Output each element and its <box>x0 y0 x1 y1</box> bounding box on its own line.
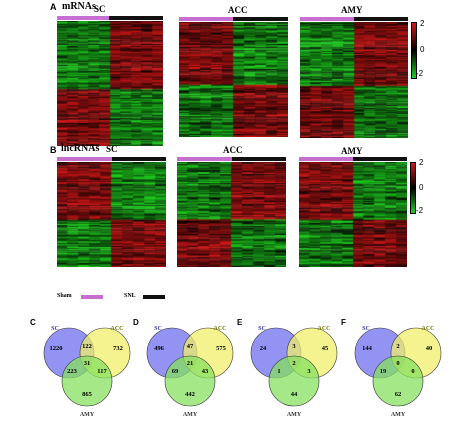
heatmap-lncrna-amy <box>299 162 407 267</box>
venn-diagram-f: SC ACC AMY 144 40 62 2 19 0 0 <box>354 326 442 418</box>
group-bar-sham-b-sc <box>57 157 112 161</box>
venn-count-acc-only: 45 <box>322 345 329 352</box>
group-bar-sham-a-sc <box>57 16 109 20</box>
group-bar-sham-b-acc <box>177 157 232 161</box>
colorbar-mrna-tick-high: 2 <box>420 19 425 28</box>
legend-snl-label: SNL <box>124 293 136 299</box>
venn-letter-f: F <box>341 318 346 327</box>
venn-count-acc-only: 575 <box>216 345 227 352</box>
venn-label-acc: ACC <box>422 326 435 332</box>
group-bar-sham-a-acc <box>179 17 233 21</box>
group-bar-snl-b-acc <box>232 157 286 161</box>
heatmap-b-acc-label: ACC <box>223 145 243 155</box>
venn-count-acc-amy: 3 <box>307 368 311 375</box>
venn-count-sc-acc: 47 <box>187 343 194 350</box>
group-bar-sham-a-amy <box>300 17 354 21</box>
venn-count-amy-only: 62 <box>395 391 402 398</box>
venn-count-sc-acc: 122 <box>82 343 92 350</box>
venn-label-sc: SC <box>362 326 370 332</box>
venn-label-amy: AMY <box>80 412 95 418</box>
venn-count-acc-amy: 117 <box>97 368 107 375</box>
venn-circle-amy <box>164 355 216 407</box>
heatmap-lncrna-acc <box>177 162 286 267</box>
venn-count-acc-only: 40 <box>426 345 433 352</box>
heatmap-a-amy-label: AMY <box>341 5 363 15</box>
venn-count-sc-only: 144 <box>362 345 373 352</box>
panel-letter-b: B <box>50 145 57 155</box>
heatmap-a-acc-label: ACC <box>228 5 248 15</box>
heatmap-mrna-sc <box>57 21 163 146</box>
venn-count-all: 31 <box>84 360 91 367</box>
venn-circle-amy <box>372 355 424 407</box>
venn-count-all: 21 <box>187 360 194 367</box>
venn-label-sc: SC <box>258 326 266 332</box>
group-bar-sham-b-amy <box>299 157 353 161</box>
heatmap-b-amy-label: AMY <box>341 146 363 156</box>
group-bar-snl-b-amy <box>353 157 407 161</box>
heatmap-mrna-acc <box>179 22 288 137</box>
legend-snl-swatch <box>143 295 165 299</box>
panel-letter-a: A <box>50 2 57 12</box>
panel-a-title: mRNAs <box>62 1 96 12</box>
venn-diagram-c: SC ACC AMY 1220 732 865 122 223 117 31 <box>43 326 131 418</box>
venn-count-sc-only: 24 <box>260 345 267 352</box>
venn-letter-e: E <box>237 318 243 327</box>
group-bar-snl-a-sc <box>109 16 163 20</box>
venn-count-sc-amy: 223 <box>67 368 78 375</box>
colorbar-lncrna-tick-high: 2 <box>419 158 424 167</box>
venn-label-acc: ACC <box>318 326 331 332</box>
venn-label-sc: SC <box>51 326 59 332</box>
venn-count-sc-only: 496 <box>154 345 165 352</box>
venn-count-acc-only: 732 <box>113 345 123 352</box>
heatmap-b-sc-label: SC <box>106 144 118 154</box>
venn-circle-amy <box>268 355 320 407</box>
heatmap-mrna-amy <box>300 22 408 138</box>
venn-label-sc: SC <box>154 326 162 332</box>
venn-letter-d: D <box>133 318 139 327</box>
colorbar-mrna-tick-mid: 0 <box>420 45 425 54</box>
venn-count-sc-acc: 2 <box>396 343 399 350</box>
venn-label-amy: AMY <box>287 412 302 418</box>
venn-label-amy: AMY <box>183 412 198 418</box>
venn-count-sc-only: 1220 <box>50 345 63 352</box>
venn-count-sc-amy: 19 <box>380 368 387 375</box>
venn-label-amy: AMY <box>391 412 406 418</box>
venn-circle-amy <box>61 355 113 407</box>
venn-diagram-e: SC ACC AMY 24 45 44 3 1 3 2 <box>250 326 338 418</box>
venn-count-sc-acc: 3 <box>292 343 296 350</box>
venn-letter-c: C <box>30 318 36 327</box>
venn-count-acc-amy: 43 <box>202 368 209 375</box>
venn-count-acc-amy: 0 <box>411 368 414 375</box>
colorbar-lncrna <box>410 162 416 214</box>
venn-count-sc-amy: 1 <box>277 368 280 375</box>
venn-count-all: 2 <box>292 360 295 367</box>
colorbar-lncrna-tick-low: -2 <box>416 206 424 215</box>
group-bar-snl-a-amy <box>354 17 408 21</box>
legend-sham-label: Sham <box>57 293 72 299</box>
heatmap-a-sc-label: SC <box>94 4 106 14</box>
legend-sham-swatch <box>81 295 103 299</box>
heatmap-lncrna-sc <box>57 162 166 267</box>
venn-count-sc-amy: 69 <box>172 368 179 375</box>
venn-label-acc: ACC <box>111 326 124 332</box>
group-bar-snl-a-acc <box>233 17 288 21</box>
panel-b-title: lncRNAs <box>61 143 100 154</box>
colorbar-mrna <box>411 22 417 79</box>
colorbar-mrna-tick-low: -2 <box>416 69 424 78</box>
venn-count-amy-only: 865 <box>82 391 93 398</box>
venn-count-amy-only: 44 <box>291 391 298 398</box>
venn-label-acc: ACC <box>214 326 227 332</box>
venn-count-all: 0 <box>396 360 399 367</box>
venn-diagram-d: SC ACC AMY 496 575 442 47 69 43 21 <box>146 326 234 418</box>
group-bar-snl-b-sc <box>112 157 166 161</box>
venn-count-amy-only: 442 <box>185 391 195 398</box>
colorbar-lncrna-tick-mid: 0 <box>419 183 424 192</box>
